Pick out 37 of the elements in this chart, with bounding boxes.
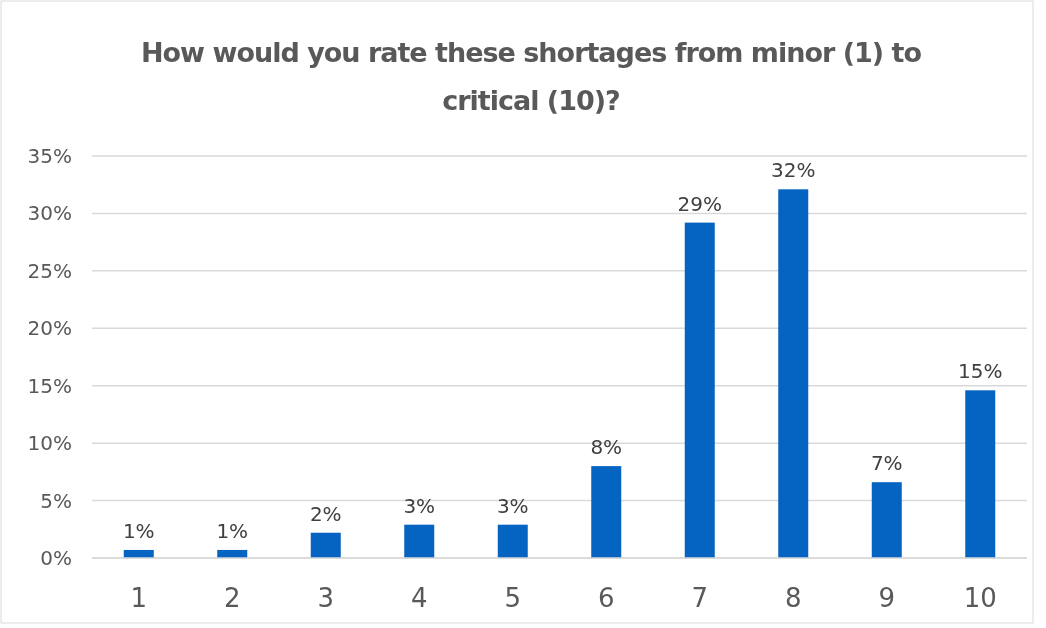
data-label: 1%: [122, 518, 155, 543]
bar: [871, 482, 902, 558]
bar: [965, 390, 996, 558]
bar: [591, 466, 622, 558]
y-tick-label: 0%: [40, 546, 72, 570]
data-label: 15%: [958, 359, 1003, 384]
y-tick-label: 35%: [27, 144, 72, 168]
bar: [497, 524, 528, 558]
data-label: 3%: [496, 493, 529, 518]
data-label: 7%: [870, 451, 903, 476]
x-tick-label: 6: [597, 583, 615, 613]
data-label: 2%: [309, 501, 342, 526]
x-tick-label: 4: [410, 583, 428, 613]
x-tick-label: 8: [784, 583, 802, 613]
x-tick-label: 1: [130, 583, 148, 613]
y-tick-label: 25%: [27, 258, 72, 283]
y-tick-label: 30%: [27, 201, 72, 226]
bar: [684, 222, 715, 558]
y-tick-label: 20%: [27, 316, 72, 341]
data-label: 29%: [677, 191, 722, 216]
x-tick-label: 10: [963, 583, 997, 613]
data-label: 1%: [216, 518, 249, 543]
y-tick-label: 15%: [27, 373, 72, 398]
x-tick-label: 3: [317, 583, 335, 613]
x-tick-label: 2: [223, 583, 241, 613]
data-label: 3%: [403, 493, 436, 518]
bar: [404, 524, 435, 558]
y-tick-label: 10%: [27, 431, 72, 456]
x-tick-label: 7: [691, 583, 709, 613]
data-label: 32%: [771, 158, 816, 183]
data-label: 8%: [590, 435, 623, 460]
y-tick-label: 5%: [40, 488, 72, 513]
bar: [778, 189, 809, 558]
x-tick-label: 9: [878, 583, 896, 613]
x-tick-label: 5: [504, 583, 522, 613]
bar: [310, 532, 341, 558]
chart-title: How would you rate these shortages from minor (1) to critical (10)?: [140, 37, 922, 116]
